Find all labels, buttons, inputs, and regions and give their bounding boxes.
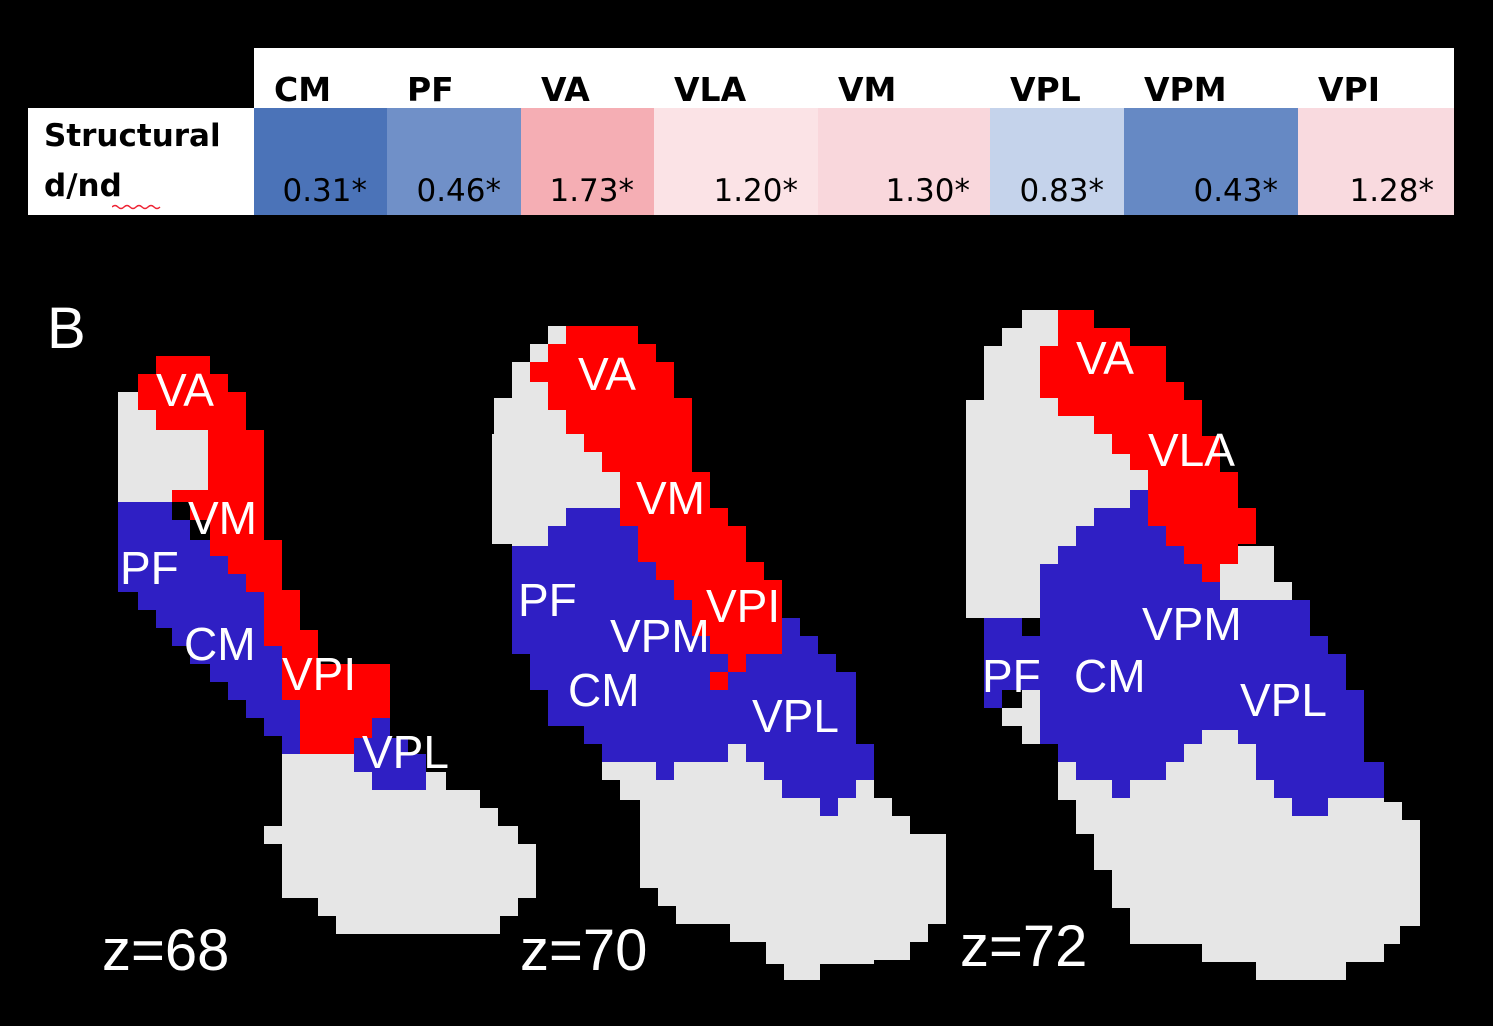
slice-label-1: z=70 (520, 918, 647, 983)
region-label-vpm: VPM (1142, 598, 1242, 650)
region-label-pf: PF (120, 542, 179, 594)
column-header-va: VA (541, 70, 590, 109)
header-row (254, 48, 1454, 108)
z72-red (1040, 310, 1256, 582)
column-header-pf: PF (407, 70, 454, 109)
slice-z70 (492, 326, 946, 980)
structural-table: Structural d/nd CM 0.31* PF 0.46* VA 1.73* VLA… (28, 48, 1454, 215)
region-label-vpi: VPI (282, 648, 356, 700)
slice-z72 (966, 310, 1420, 980)
z68-red-upper (138, 356, 300, 612)
z70-gray-top (492, 326, 620, 546)
z72-blue (984, 490, 1384, 816)
slice-label-2: z=72 (960, 914, 1087, 979)
column-header-vpm: VPM (1144, 70, 1227, 109)
value-cell-cm: 0.31* (254, 108, 387, 215)
value-cell-vpi: 1.28* (1298, 108, 1454, 215)
value-text-cm: 0.31* (282, 173, 367, 209)
value-text-vpl: 0.83* (1019, 173, 1104, 209)
value-text-vm: 1.30* (885, 173, 970, 209)
value-cell-va: 1.73* (521, 108, 654, 215)
column-header-vm: VM (838, 70, 897, 109)
region-label-cm: CM (568, 664, 640, 716)
z70-gray-bottom (602, 744, 946, 980)
value-cell-vm: 1.30* (818, 108, 990, 215)
z70-red (530, 326, 782, 690)
z72-gray-top (966, 310, 1148, 618)
z68-red-lower (264, 612, 390, 754)
z70-blue (512, 508, 874, 816)
slice-z68 (118, 356, 536, 934)
column-header-cm: CM (274, 70, 332, 109)
region-label-vm: VM (636, 472, 705, 524)
panel-b-letter: B (47, 296, 86, 361)
slice-labels: z=68 z=70 z=72 (102, 914, 1087, 983)
z72-gray-right (1220, 546, 1292, 600)
region-label-va: VA (578, 348, 636, 400)
region-label-vpl: VPL (752, 690, 839, 742)
region-label-cm: CM (1074, 650, 1146, 702)
z68-gray-bottom (264, 754, 536, 934)
region-label-vla: VLA (1148, 424, 1235, 476)
region-label-va: VA (1076, 332, 1134, 384)
z72-gray-bottom (1002, 690, 1420, 980)
value-cell-vla: 1.20* (654, 108, 818, 215)
region-label-pf: PF (982, 650, 1041, 702)
value-text-vpm: 0.43* (1193, 173, 1278, 209)
region-label-va: VA (156, 364, 214, 416)
row-label-line1: Structural (44, 118, 221, 154)
slice-label-0: z=68 (102, 918, 229, 983)
value-cell-vpl: 0.83* (990, 108, 1124, 215)
region-label-vpl: VPL (362, 726, 449, 778)
region-label-vpm: VPM (610, 610, 710, 662)
region-label-pf: PF (518, 574, 577, 626)
region-label-vpl: VPL (1240, 674, 1327, 726)
row-label-cell: Structural d/nd (28, 108, 254, 215)
column-header-vla: VLA (674, 70, 747, 109)
column-header-vpi: VPI (1318, 70, 1381, 109)
value-text-vla: 1.20* (713, 173, 798, 209)
region-label-vpi: VPI (706, 580, 780, 632)
spellcheck-underline (112, 204, 161, 210)
region-label-vm: VM (188, 492, 257, 544)
header-spacer (28, 48, 254, 108)
value-cell-vpm: 0.43* (1124, 108, 1298, 215)
value-cell-pf: 0.46* (387, 108, 521, 215)
value-text-va: 1.73* (549, 173, 634, 209)
value-text-pf: 0.46* (416, 173, 501, 209)
region-label-cm: CM (184, 618, 256, 670)
row-label-line2: d/nd (44, 168, 122, 204)
z68-blue (118, 502, 300, 754)
z68-gray-top (118, 392, 208, 502)
value-text-vpi: 1.28* (1349, 173, 1434, 209)
column-header-vpl: VPL (1010, 70, 1081, 109)
